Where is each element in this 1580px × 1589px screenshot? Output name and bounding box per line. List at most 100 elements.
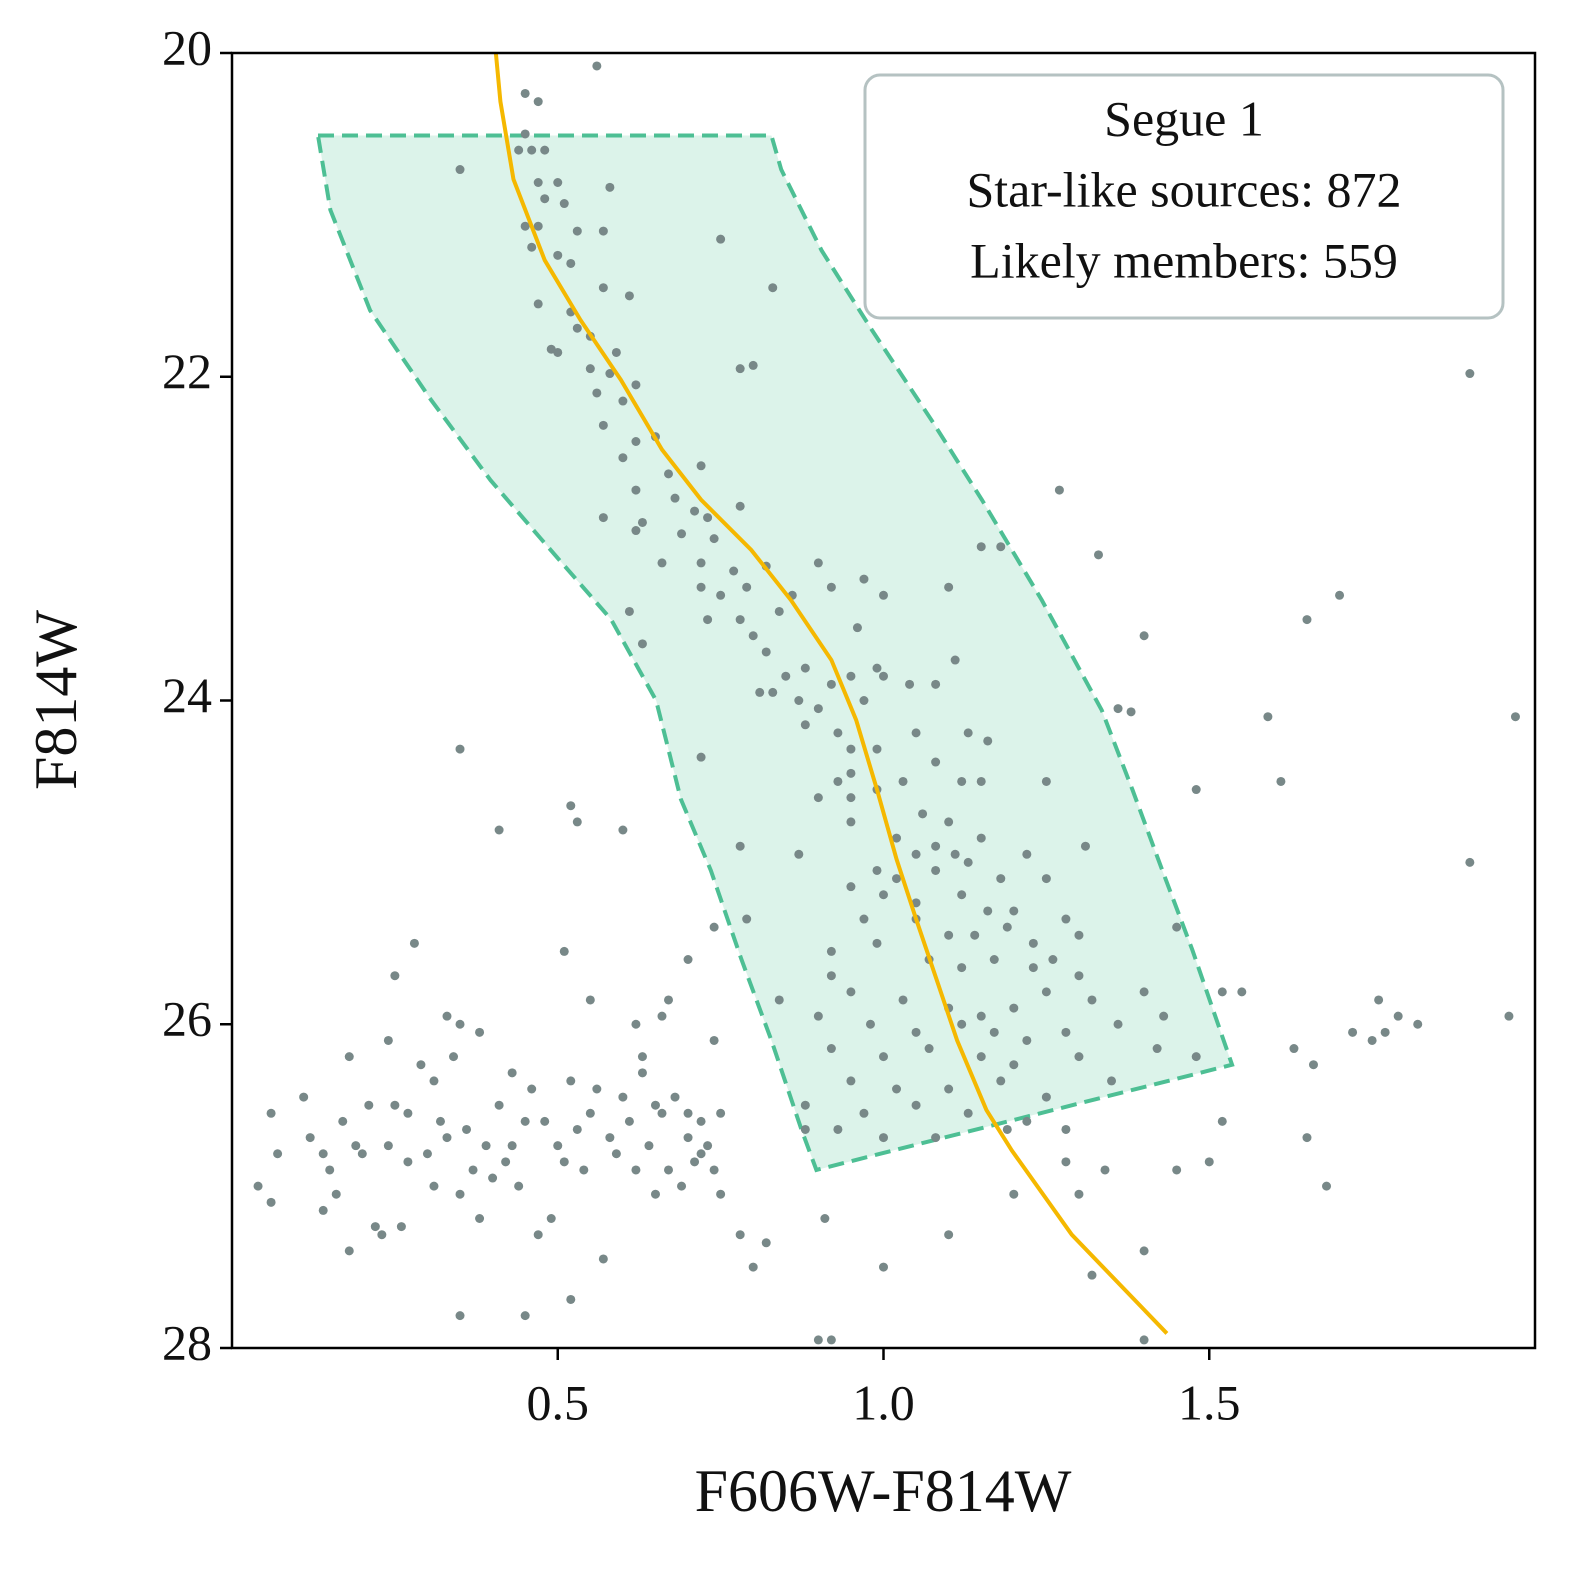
data-point (846, 882, 856, 892)
data-point (826, 1044, 836, 1054)
x-axis-label: F606W-F814W (695, 1458, 1072, 1524)
data-point (1204, 1157, 1214, 1167)
data-point (1191, 785, 1201, 795)
data-point (318, 1149, 328, 1159)
data-point (709, 1165, 719, 1175)
data-point (1061, 1124, 1071, 1134)
data-point (572, 323, 582, 333)
data-point (735, 364, 745, 374)
data-point (1380, 1027, 1390, 1037)
data-point (455, 1189, 465, 1199)
data-point (931, 757, 941, 767)
data-point (501, 1157, 511, 1167)
data-point (768, 283, 778, 293)
data-point (644, 1141, 654, 1151)
data-point (1322, 1181, 1332, 1191)
data-point (800, 720, 810, 730)
data-point (931, 841, 941, 851)
data-point (872, 663, 882, 673)
data-point (996, 874, 1006, 884)
data-point (996, 542, 1006, 552)
data-point (422, 1149, 432, 1159)
data-point (1393, 1011, 1403, 1021)
data-point (305, 1133, 315, 1143)
data-point (879, 590, 888, 600)
data-point (696, 752, 706, 762)
data-point (559, 1157, 569, 1167)
data-point (364, 1100, 374, 1110)
data-point (1022, 1116, 1032, 1126)
data-point (631, 1019, 641, 1029)
y-tick-label: 20 (162, 19, 212, 75)
data-point (520, 1311, 530, 1321)
data-point (872, 744, 882, 754)
data-point (1217, 1116, 1227, 1126)
y-tick-label: 26 (162, 991, 212, 1047)
data-point (598, 420, 608, 430)
data-point (683, 1133, 693, 1143)
data-point (859, 696, 869, 705)
data-point (911, 728, 921, 738)
data-point (475, 1214, 485, 1223)
data-point (826, 946, 836, 956)
data-point (520, 88, 530, 98)
annotation-text: Star-like sources: 872 (966, 161, 1401, 217)
y-axis-label: F814W (23, 610, 89, 790)
data-point (677, 529, 687, 539)
annotation-box (863, 73, 1505, 320)
data-point (833, 728, 843, 738)
data-point (826, 971, 836, 981)
data-point (553, 178, 563, 187)
data-point (579, 1165, 589, 1175)
data-point (657, 1108, 667, 1118)
annotation-text: Segue 1 (1104, 90, 1264, 146)
data-point (950, 655, 960, 665)
data-point (1100, 1165, 1110, 1175)
data-point (553, 1141, 563, 1151)
data-point (572, 817, 582, 827)
y-tick-label: 24 (162, 667, 212, 723)
data-point (677, 1181, 687, 1191)
data-point (911, 1027, 921, 1037)
data-point (859, 914, 869, 924)
data-point (637, 639, 647, 649)
data-point (357, 1149, 367, 1159)
data-point (859, 1108, 869, 1118)
data-point (813, 1011, 823, 1021)
data-point (1465, 369, 1475, 379)
data-point (696, 582, 706, 592)
data-point (1276, 776, 1286, 786)
data-point (611, 1149, 621, 1159)
data-point (377, 1230, 387, 1240)
data-point (631, 437, 641, 446)
data-point (1009, 1189, 1019, 1199)
data-point (813, 793, 823, 803)
data-point (390, 971, 400, 981)
data-point (618, 1092, 628, 1102)
data-point (1348, 1027, 1358, 1037)
data-point (996, 1076, 1006, 1086)
data-point (370, 1222, 380, 1232)
data-point (455, 744, 465, 754)
data-point (957, 1019, 967, 1029)
data-point (1302, 1133, 1312, 1143)
data-point (735, 841, 745, 851)
data-point (865, 1019, 875, 1029)
plot-area (253, 53, 1520, 1345)
data-point (1504, 1011, 1514, 1021)
data-point (507, 1068, 517, 1078)
selection-region (315, 133, 1235, 1173)
data-point (944, 1084, 954, 1094)
data-point (813, 558, 823, 568)
data-point (664, 469, 674, 479)
data-point (794, 696, 804, 705)
data-point (911, 898, 921, 908)
data-point (716, 590, 726, 600)
data-point (1465, 857, 1475, 867)
data-point (507, 1141, 517, 1151)
data-point (957, 963, 967, 973)
data-point (383, 1035, 393, 1045)
data-point (800, 663, 810, 673)
data-point (553, 250, 563, 260)
data-point (618, 825, 628, 835)
